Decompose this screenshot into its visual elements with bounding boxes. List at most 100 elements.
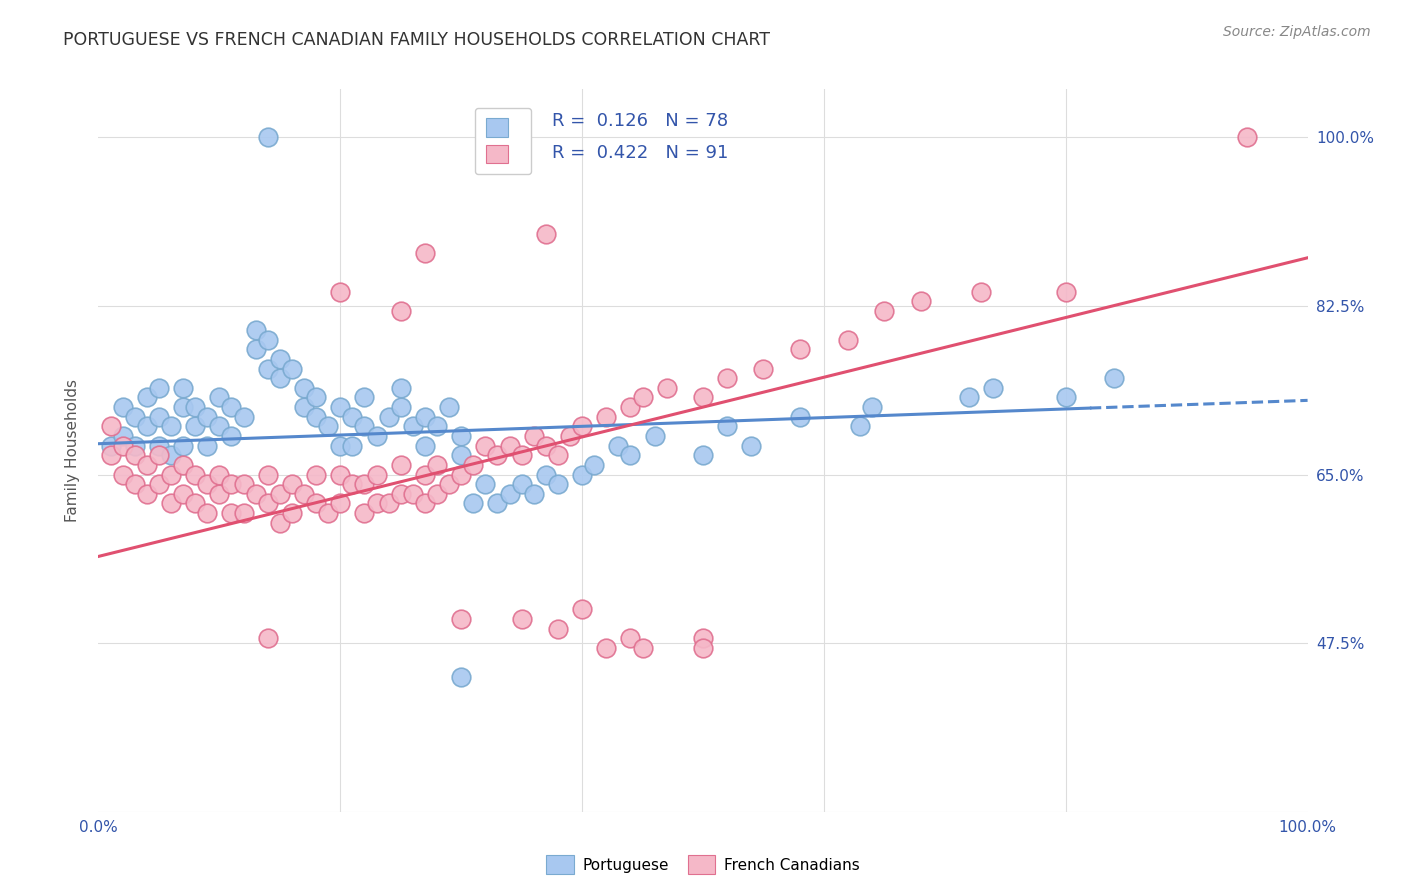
Point <box>281 361 304 376</box>
Point <box>329 467 352 482</box>
Point <box>305 467 328 482</box>
Point <box>510 448 533 462</box>
Text: R =  0.126   N = 78: R = 0.126 N = 78 <box>551 112 728 130</box>
Point <box>450 670 472 684</box>
Point <box>124 477 146 491</box>
Point <box>860 400 883 414</box>
Point <box>148 448 170 462</box>
Point <box>353 506 375 520</box>
Point <box>413 439 436 453</box>
Point <box>547 477 569 491</box>
Point <box>172 439 194 453</box>
Point <box>160 496 183 510</box>
Point <box>353 419 375 434</box>
Point <box>474 477 496 491</box>
Point <box>353 391 375 405</box>
Point <box>208 391 231 405</box>
Point <box>486 448 509 462</box>
Point <box>463 496 485 510</box>
Point <box>269 516 291 530</box>
Point <box>607 439 630 453</box>
Point <box>450 612 472 626</box>
Point <box>752 361 775 376</box>
Point <box>437 400 460 414</box>
Point <box>195 506 218 520</box>
Point <box>232 477 254 491</box>
Point <box>595 640 617 655</box>
Point <box>342 477 364 491</box>
Point <box>329 439 352 453</box>
Text: PORTUGUESE VS FRENCH CANADIAN FAMILY HOUSEHOLDS CORRELATION CHART: PORTUGUESE VS FRENCH CANADIAN FAMILY HOU… <box>63 31 770 49</box>
Point <box>208 487 231 501</box>
Point <box>366 429 388 443</box>
Point <box>692 448 714 462</box>
Point <box>849 419 872 434</box>
Point <box>221 429 243 443</box>
Point <box>111 467 134 482</box>
Point <box>329 496 352 510</box>
Point <box>135 391 157 405</box>
Point <box>245 487 267 501</box>
Point <box>426 419 449 434</box>
Point <box>135 487 157 501</box>
Point <box>329 285 352 299</box>
Point <box>957 391 980 405</box>
Y-axis label: Family Households: Family Households <box>65 379 80 522</box>
Point <box>498 487 520 501</box>
Point <box>124 409 146 424</box>
Point <box>135 458 157 472</box>
Point <box>740 439 762 453</box>
Point <box>377 496 399 510</box>
Point <box>426 487 449 501</box>
Point <box>450 467 472 482</box>
Point <box>389 487 412 501</box>
Point <box>135 419 157 434</box>
Point <box>837 333 859 347</box>
Point <box>160 467 183 482</box>
Point <box>256 467 278 482</box>
Point <box>981 381 1004 395</box>
Point <box>232 506 254 520</box>
Point <box>342 439 364 453</box>
Point <box>281 477 304 491</box>
Point <box>172 487 194 501</box>
Point <box>184 496 207 510</box>
Point <box>353 477 375 491</box>
Point <box>716 419 738 434</box>
Point <box>366 467 388 482</box>
Point <box>124 448 146 462</box>
Point <box>256 333 278 347</box>
Point <box>245 323 267 337</box>
Point <box>269 487 291 501</box>
Point <box>292 487 315 501</box>
Point <box>232 409 254 424</box>
Point <box>184 419 207 434</box>
Point <box>148 409 170 424</box>
Point <box>195 477 218 491</box>
Point <box>583 458 606 472</box>
Point <box>644 429 666 443</box>
Point <box>547 622 569 636</box>
Point <box>534 227 557 241</box>
Point <box>389 458 412 472</box>
Point <box>184 400 207 414</box>
Point <box>692 391 714 405</box>
Point <box>111 429 134 443</box>
Point <box>547 448 569 462</box>
Point <box>269 371 291 385</box>
Point <box>256 632 278 646</box>
Point <box>111 439 134 453</box>
Legend: , : , <box>475 108 531 174</box>
Point <box>910 294 932 309</box>
Text: Source: ZipAtlas.com: Source: ZipAtlas.com <box>1223 25 1371 39</box>
Point <box>316 419 339 434</box>
Point <box>148 477 170 491</box>
Point <box>389 400 412 414</box>
Point <box>463 458 485 472</box>
Text: R =  0.422   N = 91: R = 0.422 N = 91 <box>551 144 728 161</box>
Point <box>450 429 472 443</box>
Point <box>1102 371 1125 385</box>
Point <box>305 409 328 424</box>
Point <box>124 439 146 453</box>
Point <box>498 439 520 453</box>
